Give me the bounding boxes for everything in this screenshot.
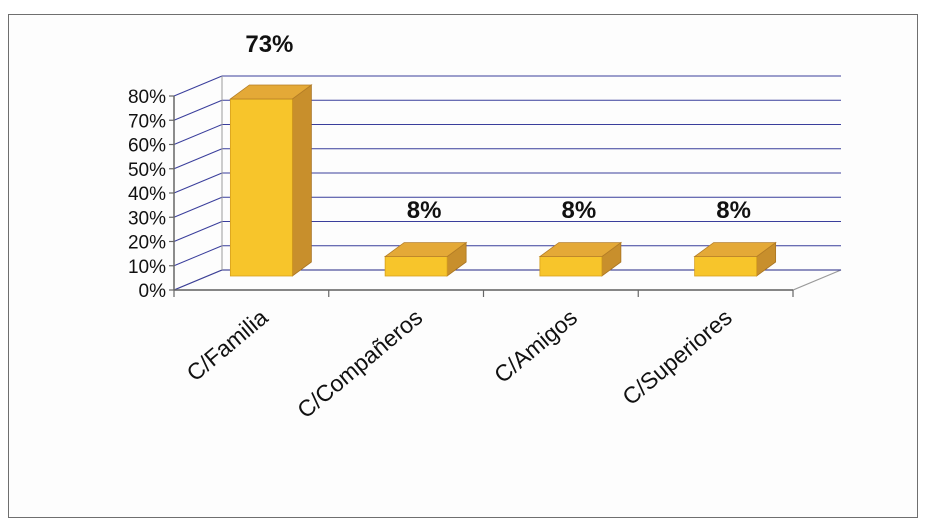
data-label-3: 8% (562, 197, 597, 224)
y-tick-label: 20% (128, 233, 166, 254)
data-label-1: 73% (245, 31, 293, 58)
category-label-3: C/Amigos (489, 304, 582, 388)
category-label-2: C/Compañeros (292, 304, 427, 423)
category-label-1: C/Familia (181, 304, 272, 386)
data-label-2: 8% (407, 197, 442, 224)
bar-front (694, 256, 758, 277)
bar-1 (229, 84, 313, 277)
gridline-side (173, 196, 223, 218)
bar-side (291, 84, 312, 277)
y-tick-label: 10% (128, 257, 166, 278)
bar-4 (693, 241, 777, 277)
y-tick-label: 0% (139, 281, 167, 302)
bar-front (229, 98, 293, 277)
gridline-side (173, 75, 223, 97)
gridline-side (173, 221, 223, 242)
data-label-4: 8% (716, 197, 751, 224)
y-tick-label: 50% (128, 160, 166, 181)
y-tick-label: 30% (128, 208, 166, 229)
gridline-side (173, 148, 223, 170)
gridline-side (173, 99, 223, 121)
axes: 0% 10% 20% 30% 40% 50% 60% 70% 80% (128, 76, 794, 302)
bar-top (538, 242, 623, 258)
bar-front (384, 256, 448, 277)
y-tick-label: 40% (128, 184, 166, 205)
gridline-side (173, 245, 223, 267)
gridline-side (173, 172, 223, 194)
y-tick-label: 80% (128, 87, 166, 108)
gridline-side (173, 269, 223, 291)
bar-2 (383, 241, 468, 277)
bar-top (383, 242, 468, 258)
gridline-side (173, 124, 223, 145)
y-tick-label: 60% (128, 136, 166, 157)
category-label-4: C/Superiores (617, 304, 737, 410)
bar-front (539, 256, 603, 277)
bar-top (229, 84, 313, 100)
bars (229, 84, 777, 277)
y-tick-label: 70% (128, 111, 166, 132)
bar-top (693, 242, 777, 258)
bar-3 (538, 241, 623, 277)
